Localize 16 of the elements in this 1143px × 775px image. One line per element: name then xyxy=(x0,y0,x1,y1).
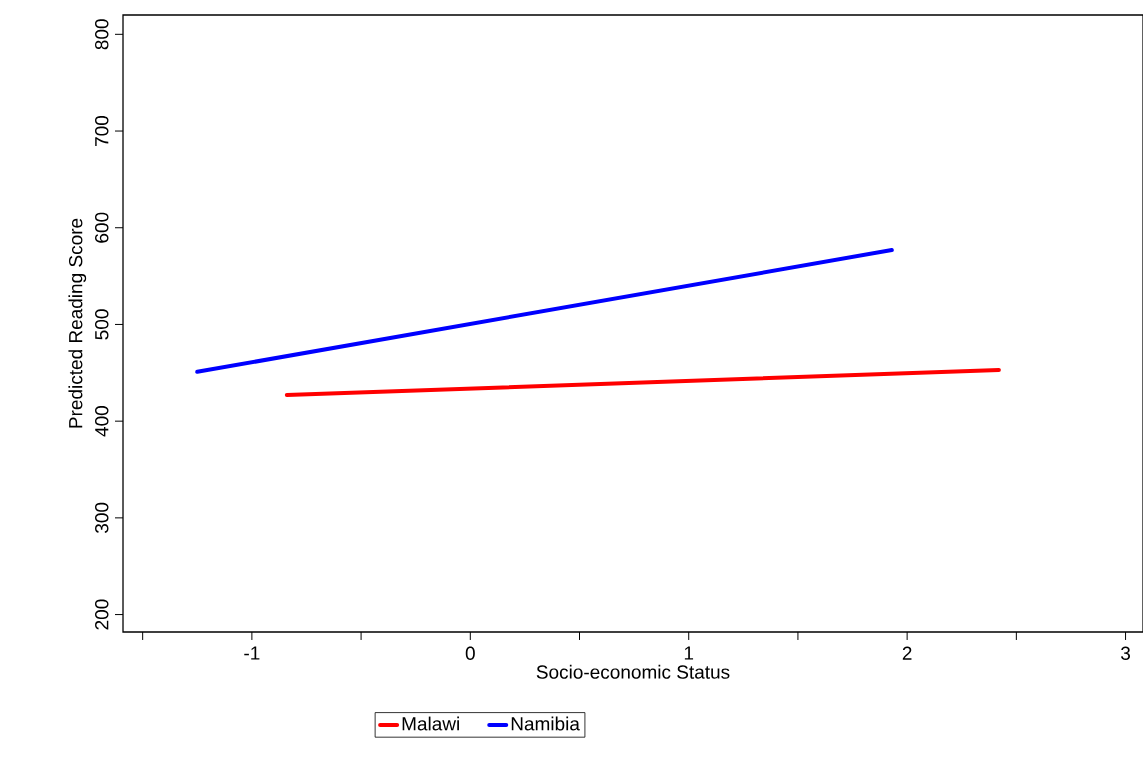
x-tick-label: 1 xyxy=(684,646,694,660)
y-tick-label: 600 xyxy=(95,212,109,243)
x-tick-label: 0 xyxy=(465,646,475,660)
y-tick-label: 400 xyxy=(95,406,109,437)
legend-label: Namibia xyxy=(511,716,580,731)
x-tick-label: -1 xyxy=(244,646,260,660)
y-tick-label: 300 xyxy=(95,502,109,533)
x-tick-label: 2 xyxy=(902,646,912,660)
y-tick-label: 800 xyxy=(95,19,109,50)
y-tick-label: 700 xyxy=(95,115,109,146)
x-axis-title: Socio-economic Status xyxy=(536,664,730,679)
y-axis-title: Predicted Reading Score xyxy=(68,218,87,428)
legend-label: Malawi xyxy=(402,716,459,731)
x-tick-label: 3 xyxy=(1120,646,1131,660)
y-tick-label: 500 xyxy=(95,309,109,340)
y-tick-label: 200 xyxy=(95,599,109,630)
